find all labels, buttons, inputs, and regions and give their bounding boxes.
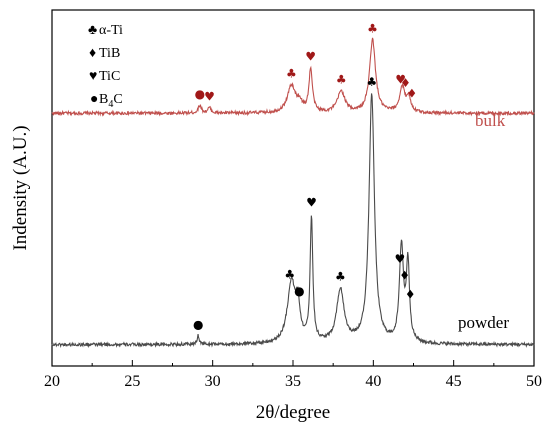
peak-marker-club-icon: ♣ [366,75,377,89]
diamond-icon: ♦ [89,46,96,61]
peak-marker-heart-icon: ♥ [305,50,316,64]
peak-marker-heart-icon: ♥ [204,89,215,103]
peak-marker-club-icon: ♣ [367,21,378,35]
heart-icon: ♥ [89,69,97,84]
series-line-powder [51,93,535,349]
peak-marker-heart-icon: ♥ [394,252,405,266]
series-line-bulk [51,37,535,117]
legend-label-tib: TiB [99,46,120,61]
x-tick-label: 20 [44,373,60,390]
x-tick-label: 25 [124,373,140,390]
x-axis-title: 2θ/degree [256,402,331,423]
legend: ♣ α-Ti ♦ TiB ♥ TiC ● B4C [88,23,123,110]
legend-label-b4c-after: C [113,92,122,107]
x-tick-label: 35 [285,373,301,390]
peak-marker-dot-icon: ● [193,317,203,331]
peak-marker-diamond-icon: ♦ [407,86,418,100]
peak-marker-heart-icon: ♥ [306,196,317,210]
series-label-powder: powder [458,313,509,332]
legend-entry-tic: ♥ TiC [89,69,120,84]
legend-entry-b4c: ● B4C [90,92,123,110]
club-icon: ♣ [88,23,97,38]
peak-marker-club-icon: ♣ [286,66,297,80]
peak-marker-diamond-icon: ♦ [400,76,411,90]
legend-label-b4c: B4C [99,92,123,110]
legend-entry-alpha-ti: ♣ α-Ti [88,23,123,38]
x-tick-label: 40 [365,373,381,390]
series-label-bulk: bulk [475,111,506,130]
x-tick-label: 30 [205,373,221,390]
legend-label-b4c-main: B [99,92,108,107]
peak-marker-diamond-icon: ♦ [399,269,410,283]
legend-label-tic: TiC [99,69,120,84]
peak-marker-club-icon: ♣ [336,72,347,86]
y-axis-title: Indensity (A.U.) [10,125,31,250]
peak-marker-dot-icon: ● [195,87,205,101]
peak-marker-club-icon: ♣ [335,269,346,283]
dot-icon: ● [90,92,98,107]
legend-label-alpha-ti: α-Ti [99,23,123,38]
peak-marker-diamond-icon: ♦ [405,287,416,301]
series-layer [51,37,535,349]
peak-marker-heart-icon: ♥ [395,73,406,87]
peak-markers: ● ♥♣♥♣♣♥♦♦●♣●♥♣♣♥♦♦ [193,21,417,331]
legend-label-b4c-sub: 4 [108,99,113,110]
x-tick-label: 45 [446,373,462,390]
peak-marker-club-icon: ♣ [284,268,295,282]
legend-entry-tib: ♦ TiB [89,46,120,61]
x-axis-ticks: 20 25 30 35 40 45 50 [44,360,542,390]
x-tick-label: 50 [526,373,542,390]
peak-marker-dot-icon: ● [294,284,304,298]
